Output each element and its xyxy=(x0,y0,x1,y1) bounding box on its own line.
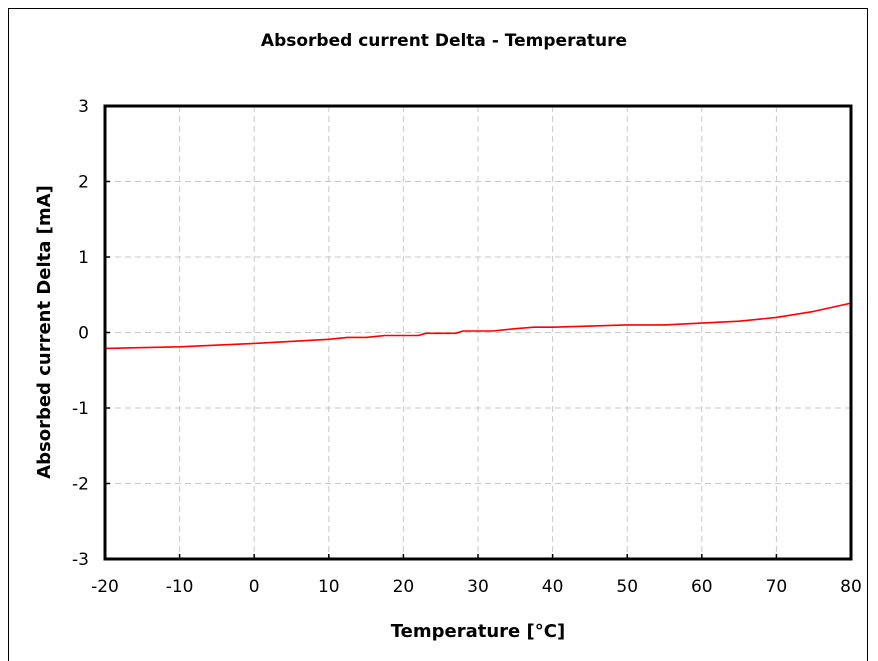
y-tick-label: -3 xyxy=(72,550,89,570)
x-tick-label: 20 xyxy=(393,577,415,597)
grid xyxy=(105,106,851,559)
x-tick-label: 60 xyxy=(691,577,713,597)
x-tick-label: -10 xyxy=(166,577,194,597)
y-tick-label: -1 xyxy=(72,399,89,419)
y-tick-label: 2 xyxy=(78,173,89,193)
series-line xyxy=(104,302,852,350)
x-tick-label: 0 xyxy=(249,577,260,597)
x-tick-label: 10 xyxy=(318,577,340,597)
y-axis-label: Absorbed current Delta [mA] xyxy=(34,185,55,479)
x-tick-label: 70 xyxy=(766,577,788,597)
y-tick-labels: -3 -2 -1 0 1 2 3 xyxy=(72,97,89,570)
x-tick-labels: -20 -10 0 10 20 30 40 50 60 70 80 xyxy=(91,577,862,597)
y-tick-label: 1 xyxy=(78,248,89,268)
x-tick-label: 30 xyxy=(467,577,489,597)
x-tick-label: 40 xyxy=(542,577,564,597)
tick-marks xyxy=(104,105,852,560)
chart-title: Absorbed current Delta - Temperature xyxy=(261,31,627,51)
x-tick-label: 50 xyxy=(616,577,638,597)
series-layer xyxy=(104,302,852,350)
y-tick-label: 0 xyxy=(78,324,89,344)
x-axis-label: Temperature [°C] xyxy=(391,621,565,642)
y-tick-label: -2 xyxy=(72,475,89,495)
chart-frame xyxy=(8,8,868,661)
y-tick-label: 3 xyxy=(78,97,89,117)
x-tick-label: -20 xyxy=(91,577,119,597)
x-tick-label: 80 xyxy=(840,577,862,597)
